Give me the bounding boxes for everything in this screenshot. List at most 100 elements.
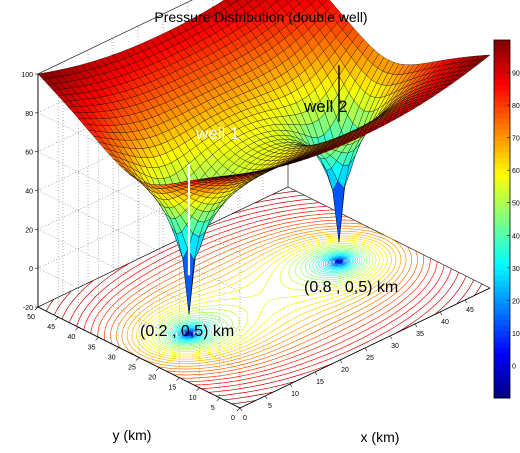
x-tick-mark <box>440 312 442 315</box>
colorbar-segment <box>494 370 510 376</box>
colorbar-segment <box>494 359 510 365</box>
colorbar-segment <box>494 309 510 315</box>
colorbar-tick-label: 0 <box>512 363 516 370</box>
y-tick-label: 35 <box>88 344 96 351</box>
well-1-location: (0.2 , 0,5) km <box>140 323 234 340</box>
colorbar-segment <box>494 169 510 175</box>
colorbar-segment <box>494 118 510 124</box>
x-tick-mark <box>315 372 317 375</box>
x-tick-label: 35 <box>416 331 424 338</box>
colorbar-segment <box>494 163 510 169</box>
colorbar-segment <box>494 213 510 219</box>
colorbar-tick-label: 60 <box>512 168 520 175</box>
y-tick-mark <box>75 327 78 330</box>
colorbar-segment <box>494 113 510 119</box>
y-tick-mark <box>116 347 119 350</box>
colorbar-segment <box>494 141 510 147</box>
colorbar-segment <box>494 336 510 342</box>
x-tick-mark <box>415 324 417 327</box>
y-tick-mark <box>35 307 38 310</box>
colorbar-segment <box>494 353 510 359</box>
colorbar-segment <box>494 387 510 393</box>
y-tick-mark <box>176 378 179 381</box>
colorbar-segment <box>494 74 510 80</box>
z-tick-label: -20 <box>23 305 33 312</box>
well-2-contour-dot <box>335 260 343 264</box>
well-2-location: (0.8 , 0,5) km <box>304 279 398 296</box>
colorbar-tick-label: 80 <box>512 103 520 110</box>
x-tick-mark <box>265 396 267 399</box>
colorbar-segment <box>494 292 510 298</box>
colorbar-segment <box>494 96 510 102</box>
x-tick-label: 25 <box>366 355 374 362</box>
y-tick-label: 30 <box>108 354 116 361</box>
y-tick-mark <box>55 317 58 320</box>
colorbar-segment <box>494 185 510 191</box>
x-tick-label: 15 <box>316 379 324 386</box>
colorbar-segment <box>494 62 510 68</box>
x-tick-mark <box>290 384 292 387</box>
colorbar-segment <box>494 68 510 74</box>
colorbar-segment <box>494 331 510 337</box>
colorbar-tick-label: 20 <box>512 298 520 305</box>
colorbar-segment <box>494 202 510 208</box>
x-tick-mark <box>240 408 242 411</box>
colorbar-segment <box>494 247 510 253</box>
colorbar-segment <box>494 253 510 259</box>
y-tick-label: 25 <box>128 365 136 372</box>
x-tick-mark <box>390 336 392 339</box>
colorbar-tick-label: 50 <box>512 201 520 208</box>
colorbar-segment <box>494 146 510 152</box>
colorbar-segment <box>494 303 510 309</box>
colorbar-segment <box>494 219 510 225</box>
y-tick-mark <box>156 368 159 371</box>
colorbar-segment <box>494 275 510 281</box>
y-axis-label: y (km) <box>113 427 152 443</box>
colorbar-segment <box>494 157 510 163</box>
colorbar-tick-label: 40 <box>512 233 520 240</box>
z-tick-label: 20 <box>25 227 33 234</box>
colorbar-segment <box>494 90 510 96</box>
colorbar-tick-label: 30 <box>512 266 520 273</box>
y-tick-label: 5 <box>211 405 215 412</box>
y-tick-label: 10 <box>189 395 197 402</box>
x-tick-label: 30 <box>391 343 399 350</box>
colorbar-segment <box>494 314 510 320</box>
x-tick-mark <box>365 348 367 351</box>
y-tick-label: 15 <box>169 385 177 392</box>
colorbar-segment <box>494 264 510 270</box>
z-tick-label: 40 <box>25 189 33 196</box>
colorbar-segment <box>494 269 510 275</box>
colorbar-segment <box>494 381 510 387</box>
colorbar-segment <box>494 57 510 63</box>
y-tick-label: 20 <box>148 375 156 382</box>
colorbar-segment <box>494 342 510 348</box>
x-tick-label: 45 <box>466 307 474 314</box>
y-tick-mark <box>197 388 200 391</box>
x-tick-label: 5 <box>268 403 272 410</box>
y-tick-label: 50 <box>27 314 35 321</box>
x-tick-label: 0 <box>243 415 247 422</box>
z-tick-label: 60 <box>25 150 33 157</box>
z-tick-label: 100 <box>21 72 33 79</box>
x-tick-label: 40 <box>441 319 449 326</box>
colorbar-tick-label: 70 <box>512 136 520 143</box>
well-2-label: well 2 <box>303 97 347 116</box>
colorbar-segment <box>494 130 510 136</box>
x-tick-label: 20 <box>341 367 349 374</box>
colorbar-segment <box>494 320 510 326</box>
colorbar-segment <box>494 325 510 331</box>
colorbar-segment <box>494 85 510 91</box>
y-tick-label: 40 <box>68 334 76 341</box>
y-tick-mark <box>96 337 99 340</box>
colorbar-segment <box>494 258 510 264</box>
y-tick-label: 0 <box>231 415 235 422</box>
colorbar-segment <box>494 40 510 46</box>
x-axis-label: x (km) <box>361 429 400 445</box>
y-tick-mark <box>237 408 240 411</box>
colorbar-tick-label: 10 <box>512 331 520 338</box>
x-tick-label: 10 <box>291 391 299 398</box>
